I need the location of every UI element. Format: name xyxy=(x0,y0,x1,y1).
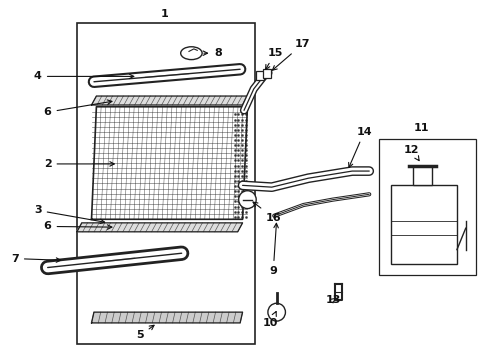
Text: 4: 4 xyxy=(34,71,134,81)
Ellipse shape xyxy=(268,303,286,321)
Text: 10: 10 xyxy=(263,311,278,328)
Polygon shape xyxy=(92,312,243,323)
Bar xyxy=(263,69,271,78)
Text: 7: 7 xyxy=(11,253,61,264)
Bar xyxy=(413,166,432,185)
Text: 15: 15 xyxy=(266,48,283,69)
Text: 6: 6 xyxy=(44,100,112,117)
Text: 8: 8 xyxy=(203,48,222,58)
Text: 12: 12 xyxy=(404,145,419,161)
Text: 16: 16 xyxy=(253,202,281,222)
Bar xyxy=(379,139,476,275)
Ellipse shape xyxy=(239,191,256,208)
Text: 9: 9 xyxy=(270,223,278,276)
Ellipse shape xyxy=(181,47,202,60)
Text: 13: 13 xyxy=(326,295,342,305)
Bar xyxy=(256,71,265,80)
Text: 5: 5 xyxy=(136,325,154,341)
Text: 6: 6 xyxy=(44,221,112,231)
Polygon shape xyxy=(77,223,243,232)
Bar xyxy=(391,185,457,264)
Polygon shape xyxy=(92,107,247,219)
Polygon shape xyxy=(92,96,247,105)
Bar xyxy=(77,23,255,344)
Text: 1: 1 xyxy=(161,9,169,19)
Text: 11: 11 xyxy=(414,123,429,133)
Text: 17: 17 xyxy=(272,39,310,70)
Text: 3: 3 xyxy=(34,205,105,224)
Text: 2: 2 xyxy=(44,159,114,169)
Text: 14: 14 xyxy=(349,127,372,167)
